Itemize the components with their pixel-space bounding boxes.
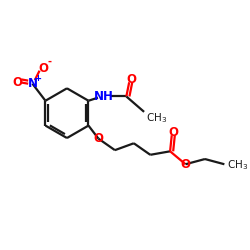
Text: +: + bbox=[34, 74, 41, 83]
Text: O: O bbox=[169, 126, 179, 139]
Text: NH: NH bbox=[94, 90, 114, 103]
Text: -: - bbox=[48, 57, 52, 67]
Text: N: N bbox=[28, 77, 38, 90]
Text: CH$_3$: CH$_3$ bbox=[227, 158, 248, 172]
Text: O: O bbox=[12, 76, 22, 89]
Text: O: O bbox=[126, 73, 136, 86]
Text: CH$_3$: CH$_3$ bbox=[146, 111, 168, 125]
Text: O: O bbox=[180, 158, 190, 171]
Text: O: O bbox=[94, 132, 104, 145]
Text: O: O bbox=[38, 62, 48, 75]
